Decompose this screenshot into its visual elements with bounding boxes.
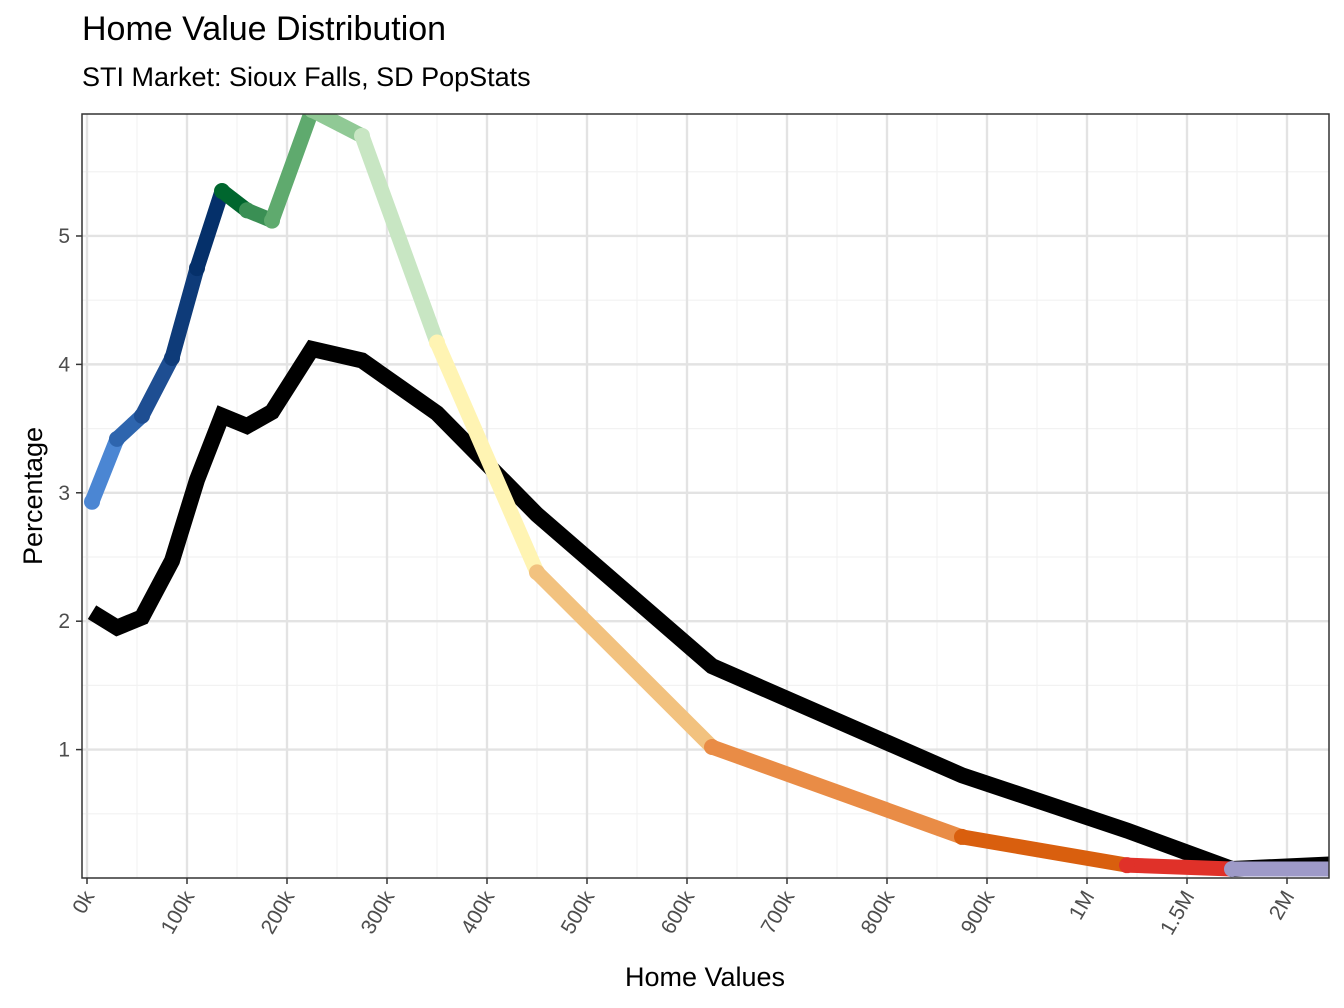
series-1-segment — [164, 260, 205, 366]
x-tick-label: 300k — [357, 887, 400, 938]
series-layer — [84, 114, 1344, 878]
x-axis: 0k 100k 200k 300k 400k 500k 600k 700k 800k 900k 1M… — [68, 878, 1299, 939]
series-1-point — [109, 430, 125, 447]
x-tick-label: 900k — [957, 887, 1000, 938]
series-1-segment — [529, 564, 720, 755]
series-1-point — [354, 127, 370, 144]
y-axis-title: Percentage — [18, 427, 48, 565]
plot-background — [82, 114, 1329, 878]
y-tick-label: 1 — [58, 739, 70, 762]
series-1-segment — [354, 128, 445, 351]
series-1-segment — [704, 739, 970, 845]
series-1-segment — [134, 350, 180, 424]
x-tick-label: 800k — [857, 887, 900, 938]
series-1-point — [529, 564, 545, 581]
series-1-point — [264, 212, 280, 229]
series-0-line — [87, 339, 1329, 878]
series-1-point — [239, 202, 255, 219]
y-tick-label: 4 — [58, 353, 70, 376]
series-1-point — [134, 407, 150, 424]
chart-title: Home Value Distribution — [82, 10, 447, 48]
series-1-point — [189, 260, 205, 277]
series-1-point — [1119, 857, 1135, 874]
x-tick-label: 500k — [557, 887, 600, 938]
x-tick-label: 700k — [757, 887, 800, 938]
series-1-segment — [954, 829, 1135, 873]
series-1-point — [164, 349, 180, 366]
series-1-point — [214, 183, 230, 200]
x-tick-label: 1.5M — [1156, 887, 1199, 939]
series-1-segment — [84, 431, 125, 510]
x-axis-title: Home Values — [625, 962, 785, 992]
series-1-segment — [1119, 857, 1240, 877]
x-tick-label: 200k — [257, 887, 300, 938]
series-1-point — [429, 334, 445, 351]
series-1-segment — [189, 183, 230, 276]
series-1-point — [304, 114, 320, 119]
y-tick-label: 2 — [58, 610, 70, 633]
x-tick-label: 600k — [657, 887, 700, 938]
plot-border — [81, 113, 1330, 879]
series-1-point — [704, 739, 720, 756]
series-1-point — [1224, 861, 1240, 878]
series-1-point — [1334, 861, 1344, 877]
y-tick-label: 3 — [58, 482, 70, 505]
x-tick-label: 0k — [68, 887, 99, 918]
x-tick-label: 100k — [157, 887, 200, 938]
series-1-segment — [264, 114, 319, 229]
series-1-segment — [429, 335, 545, 580]
x-tick-label: 1M — [1065, 887, 1100, 924]
y-axis: 1 2 3 4 5 — [58, 225, 82, 762]
x-tick-label: 400k — [457, 887, 500, 938]
series-1-point — [954, 828, 970, 845]
series-1-point — [84, 493, 100, 510]
chart-subtitle: STI Market: Sioux Falls, SD PopStats — [82, 62, 531, 92]
y-tick-label: 5 — [58, 225, 70, 248]
x-tick-label: 2M — [1265, 887, 1300, 924]
